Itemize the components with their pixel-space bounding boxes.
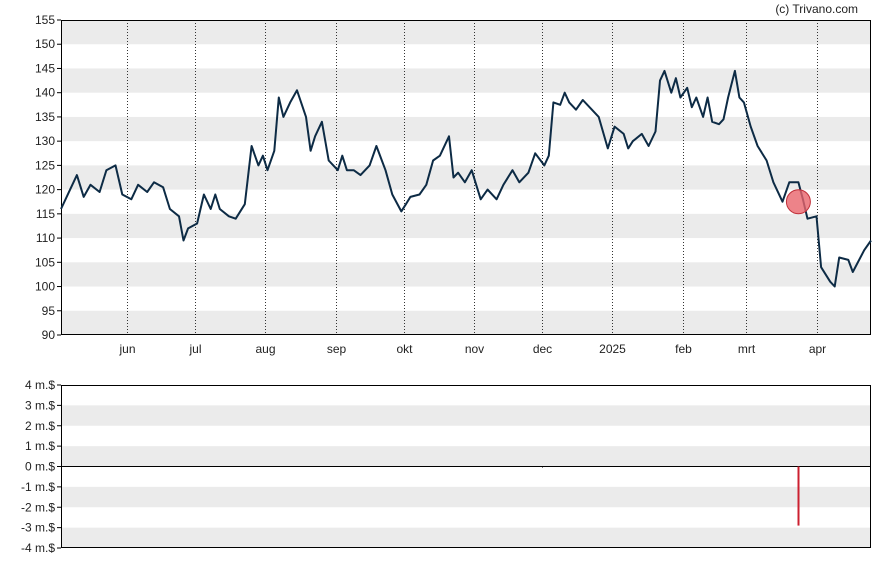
x-tick-label: okt: [396, 342, 413, 356]
x-tick-label: jun: [118, 342, 135, 356]
volume-y-tick-label: 3 m.$: [25, 398, 55, 412]
volume-y-tick-label: -3 m.$: [21, 521, 55, 535]
volume-y-tick-label: 4 m.$: [25, 378, 55, 392]
x-tick-label: feb: [675, 342, 692, 356]
y-tick-label: 145: [35, 61, 55, 75]
y-tick-label: 130: [35, 134, 55, 148]
price-grid-band: [61, 213, 871, 239]
credit-label: (c) Trivano.com: [775, 2, 858, 16]
y-tick-label: 95: [42, 304, 56, 318]
volume-y-tick-label: -1 m.$: [21, 480, 55, 494]
x-tick-label: sep: [327, 342, 347, 356]
y-tick-label: 135: [35, 110, 55, 124]
x-tick-label: jul: [188, 342, 201, 356]
y-tick-label: 100: [35, 280, 55, 294]
volume-y-tick-label: -4 m.$: [21, 541, 55, 555]
y-tick-label: 115: [36, 207, 55, 221]
y-tick-label: 150: [35, 37, 55, 51]
price-plot-frame: [61, 20, 871, 335]
price-grid-band: [61, 20, 871, 45]
y-tick-label: 105: [35, 255, 55, 269]
volume-grid-band: [61, 405, 871, 426]
price-grid-band: [61, 262, 871, 287]
volume-y-tick-label: 1 m.$: [25, 439, 55, 453]
price-grid-band: [61, 165, 871, 190]
x-tick-label: mrt: [738, 342, 756, 356]
y-tick-label: 120: [35, 183, 55, 197]
price-grid-band: [61, 68, 871, 93]
x-tick-label: dec: [533, 342, 552, 356]
y-tick-label: 90: [42, 328, 56, 342]
volume-y-tick-label: 0 m.$: [25, 460, 55, 474]
x-tick-label: 2025: [599, 342, 626, 356]
volume-grid-band: [61, 446, 871, 467]
x-tick-label: apr: [809, 342, 826, 356]
y-tick-label: 140: [35, 86, 55, 100]
volume-grid-band: [61, 527, 871, 548]
y-tick-label: 155: [35, 13, 55, 27]
price-chart-panel: jun jul aug sep okt nov dec 2025 feb mrt apr 155 150…: [35, 13, 872, 356]
trade-marker: [785, 189, 811, 215]
volume-chart-panel: 4 m.$ 3 m.$ 2 m.$ 1 m.$ 0 m.$ -1 m.$ -2 m.$ -3 …: [21, 378, 871, 555]
volume-grid-band: [61, 486, 871, 508]
x-tick-label: aug: [255, 342, 275, 356]
volume-y-tick-label: 2 m.$: [25, 419, 55, 433]
y-tick-label: 125: [35, 158, 55, 172]
price-series-line: [60, 69, 872, 288]
volume-y-tick-label: -2 m.$: [21, 500, 55, 514]
x-tick-label: nov: [465, 342, 484, 356]
price-grid-band: [61, 310, 871, 335]
y-tick-label: 110: [36, 231, 55, 245]
